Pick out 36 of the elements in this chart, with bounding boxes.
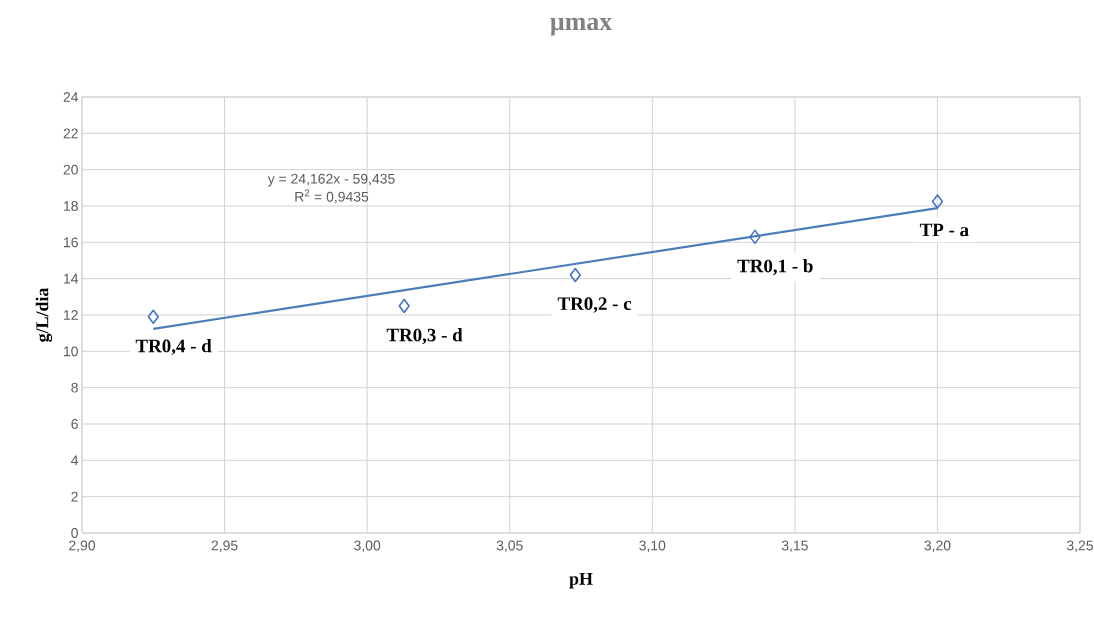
x-tick-label: 3,20 xyxy=(924,540,951,553)
x-tick-label: 3,00 xyxy=(354,540,381,553)
y-tick-label: 10 xyxy=(64,346,78,357)
x-tick-label: 3,25 xyxy=(1066,540,1093,553)
annotation: R$^{2}$ = 0,9435 xyxy=(295,189,369,204)
y-tick-label: 12 xyxy=(64,310,78,320)
y-tick-label: 6 xyxy=(71,419,78,429)
y-tick-label: 16 xyxy=(64,237,78,248)
x-tick-label: 3,15 xyxy=(781,540,808,553)
y-tick-label: 4 xyxy=(71,455,79,466)
point xyxy=(749,229,761,245)
x-tick-label: 2,95 xyxy=(211,540,238,553)
y-tick-label: 24 xyxy=(63,92,79,102)
y-tick-label: 14 xyxy=(64,273,79,284)
annotation: TR0,3 - d xyxy=(386,328,463,345)
x-tick-label: 3,10 xyxy=(639,540,666,553)
annotation: TR0,1 - b xyxy=(737,259,813,276)
y-tick-label: 0 xyxy=(71,528,78,538)
y-tick-label: 22 xyxy=(63,128,78,139)
annotation: TR0,2 - c xyxy=(557,297,632,313)
point xyxy=(569,267,581,283)
point xyxy=(147,309,159,325)
y-tick-label: 18 xyxy=(64,201,78,211)
annotation: TP - a xyxy=(919,223,969,237)
x-axis-title: pH xyxy=(569,572,593,589)
annotation: TR0,4 - d xyxy=(135,339,212,356)
y-tick-label: 8 xyxy=(71,382,78,393)
x-tick-label: 3,05 xyxy=(496,540,523,553)
y-tick-label: 20 xyxy=(63,164,78,175)
point xyxy=(398,298,410,314)
y-axis-title: g/L/dia xyxy=(35,287,53,342)
x-tick-label: 2,90 xyxy=(69,540,96,553)
annotation: y = 24,162x - 59,435 xyxy=(267,173,395,187)
chart-title: µmax xyxy=(550,17,613,36)
point xyxy=(931,194,944,209)
y-tick-label: 2 xyxy=(71,491,78,502)
